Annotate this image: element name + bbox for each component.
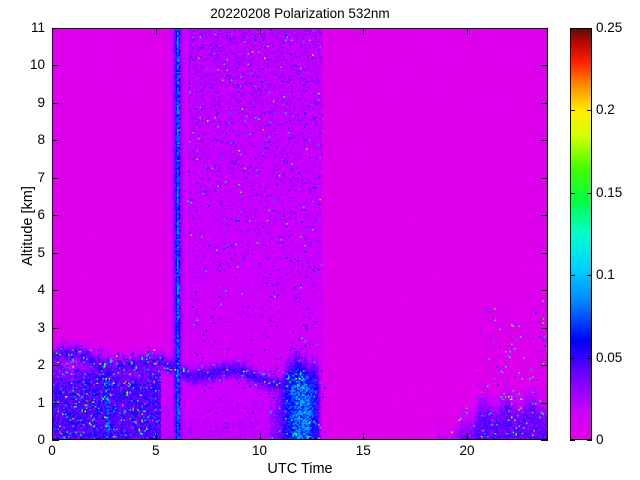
y-tick-mark-right xyxy=(541,290,548,292)
page-title: 20220208 Polarization 532nm xyxy=(210,6,390,21)
y-tick-mark xyxy=(52,215,59,217)
x-tick-mark-top xyxy=(259,28,261,35)
colorbar-tick-label: 0.05 xyxy=(596,349,623,365)
y-tick-mark-right xyxy=(541,252,548,254)
y-tick-label: 10 xyxy=(29,57,45,73)
colorbar-tick-mark-right xyxy=(587,192,592,194)
y-tick-label: 9 xyxy=(37,94,45,110)
x-tick-label: 15 xyxy=(355,443,371,458)
y-tick-mark-right xyxy=(541,215,548,217)
x-tick-mark-top xyxy=(52,28,53,35)
y-tick-label: 7 xyxy=(37,169,45,185)
y-tick-label: 3 xyxy=(37,319,45,335)
x-tick-mark-top xyxy=(155,28,157,35)
colorbar-tick-label: 0 xyxy=(596,432,604,447)
y-tick-mark xyxy=(52,177,59,179)
y-tick-mark xyxy=(52,402,59,404)
colorbar-tick-mark xyxy=(570,192,575,194)
colorbar-tick-mark xyxy=(570,110,575,112)
y-tick-mark-right xyxy=(541,65,548,67)
y-tick-label: 1 xyxy=(37,394,45,410)
x-tick-mark-top xyxy=(467,28,469,35)
colorbar-tick-label: 0.15 xyxy=(596,184,623,200)
x-tick-mark xyxy=(467,433,469,440)
colorbar-tick-mark-right xyxy=(587,110,592,112)
y-tick-mark xyxy=(52,252,59,254)
y-tick-mark xyxy=(52,65,59,67)
y-axis-title: Altitude [km] xyxy=(20,186,36,266)
y-tick-mark xyxy=(52,140,59,142)
colorbar-tick-label: 0.2 xyxy=(596,102,615,118)
x-tick-label: 5 xyxy=(152,443,160,458)
colorbar-tick-mark xyxy=(570,357,575,359)
y-tick-mark xyxy=(52,28,59,29)
y-tick-mark xyxy=(52,365,59,367)
y-tick-label: 8 xyxy=(37,132,45,148)
colorbar xyxy=(570,28,592,440)
x-tick-mark xyxy=(363,433,365,440)
y-tick-mark-right xyxy=(541,402,548,404)
x-tick-mark xyxy=(259,433,261,440)
y-tick-label: 0 xyxy=(37,432,45,447)
y-tick-mark-right xyxy=(541,327,548,329)
y-tick-mark-right xyxy=(541,177,548,179)
y-tick-label: 5 xyxy=(37,244,45,260)
x-tick-label: 0 xyxy=(48,443,56,458)
y-tick-label: 6 xyxy=(37,207,45,223)
y-tick-mark xyxy=(52,102,59,104)
heatmap-image xyxy=(53,29,547,439)
y-tick-mark-right xyxy=(541,28,548,29)
colorbar-gradient xyxy=(571,29,591,439)
colorbar-tick-mark-right xyxy=(587,28,592,29)
y-tick-label: 4 xyxy=(37,282,45,298)
x-tick-mark-top xyxy=(363,28,365,35)
x-tick-label: 20 xyxy=(459,443,475,458)
colorbar-tick-mark-right xyxy=(587,275,592,277)
colorbar-tick-mark-right xyxy=(587,357,592,359)
x-tick-label: 10 xyxy=(252,443,268,458)
y-tick-mark-right xyxy=(541,365,548,367)
y-tick-mark xyxy=(52,290,59,292)
x-tick-mark xyxy=(52,433,53,440)
y-tick-label: 2 xyxy=(37,357,45,373)
y-tick-mark xyxy=(52,440,59,441)
colorbar-tick-mark xyxy=(570,28,575,29)
colorbar-tick-mark xyxy=(570,440,575,441)
y-tick-mark-right xyxy=(541,102,548,104)
x-tick-mark xyxy=(155,433,157,440)
y-tick-mark-right xyxy=(541,140,548,142)
y-tick-mark-right xyxy=(541,440,548,441)
y-tick-mark xyxy=(52,327,59,329)
x-axis-title: UTC Time xyxy=(267,461,333,477)
colorbar-tick-label: 0.1 xyxy=(596,267,615,283)
colorbar-tick-label: 0.25 xyxy=(596,20,623,35)
heatmap-axes xyxy=(52,28,548,440)
colorbar-tick-mark-right xyxy=(587,440,592,441)
colorbar-tick-mark xyxy=(570,275,575,277)
y-tick-label: 11 xyxy=(30,20,45,35)
